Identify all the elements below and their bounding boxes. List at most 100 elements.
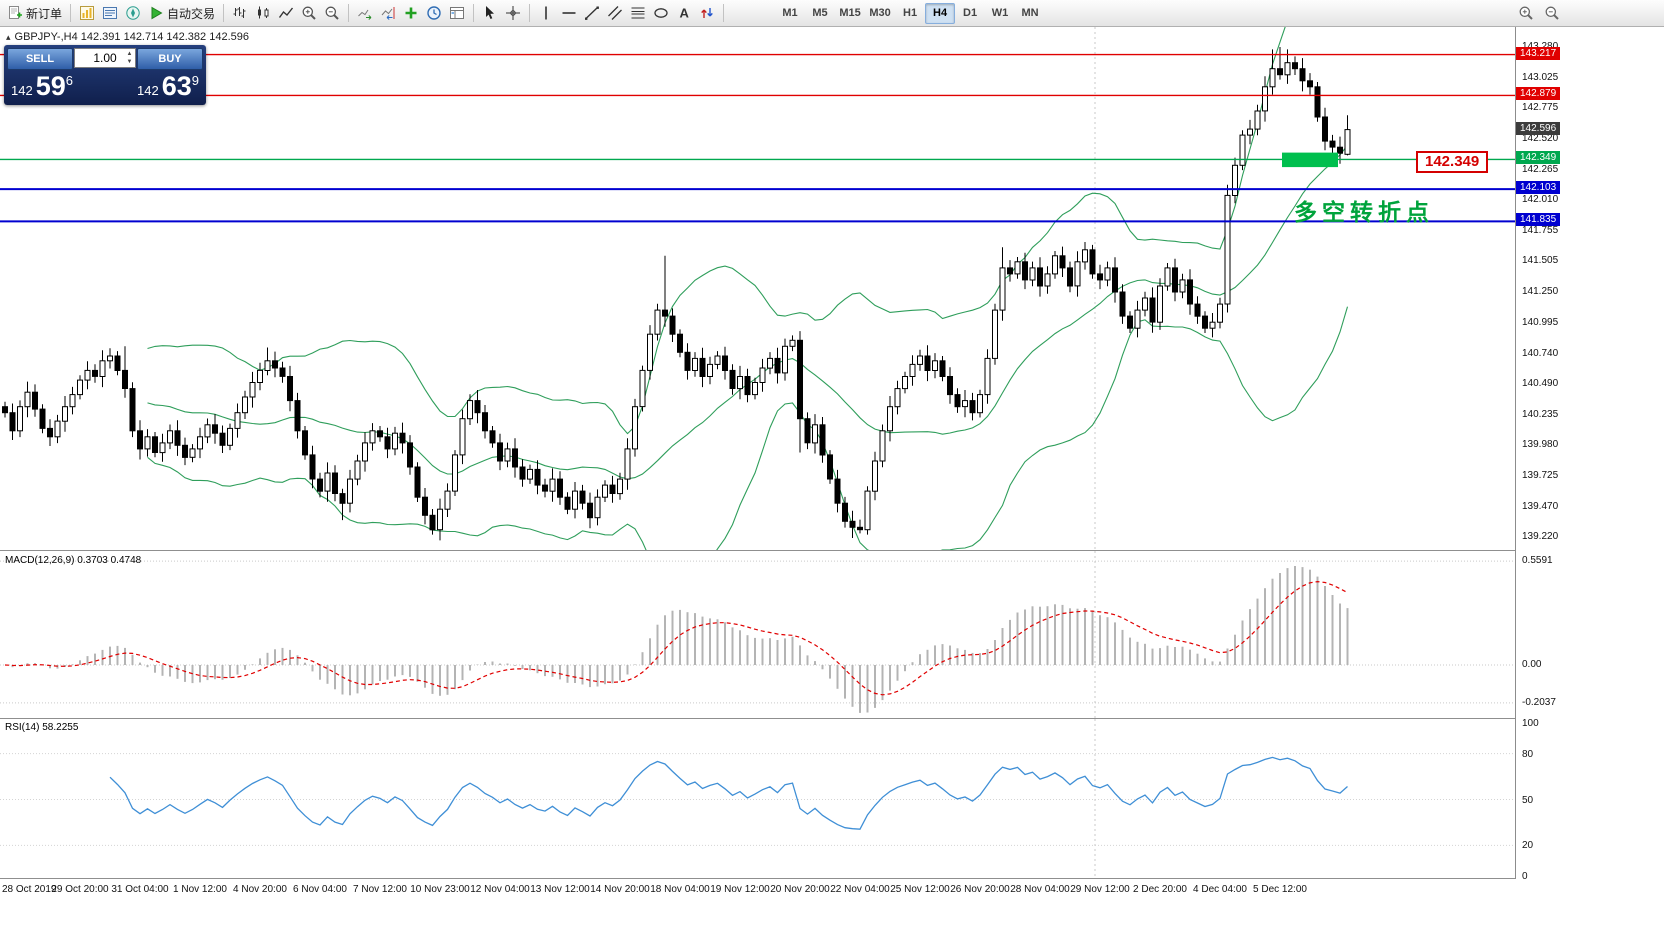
buy-price[interactable]: 142 63 9 <box>137 70 199 102</box>
sell-button[interactable]: SELL <box>7 48 73 70</box>
rsi-panel[interactable] <box>0 719 1515 878</box>
data-window-icon[interactable] <box>99 3 121 23</box>
horizontal-line-tool-icon[interactable] <box>558 3 580 23</box>
new-order-button[interactable]: 新订单 <box>4 3 65 24</box>
price-tag-label[interactable]: 142.349 <box>1416 151 1489 173</box>
price-tick-label: 140.740 <box>1522 348 1559 359</box>
price-level-badge: 141.835 <box>1516 213 1561 226</box>
toolbar-separator <box>529 4 531 22</box>
price-tick-label: 139.470 <box>1522 501 1559 512</box>
vertical-line-tool-icon[interactable] <box>535 3 557 23</box>
buy-button[interactable]: BUY <box>137 48 203 70</box>
macd-scale-label: 0.5591 <box>1522 555 1553 566</box>
time-tick-label: 31 Oct 04:00 <box>111 884 169 895</box>
periods-clock-icon[interactable] <box>423 3 445 23</box>
tf-button-h1[interactable]: H1 <box>903 6 918 19</box>
spinner-up-icon[interactable]: ▲ <box>126 51 133 57</box>
zoom-in-icon[interactable] <box>298 3 320 23</box>
chart-shift-icon[interactable] <box>377 3 399 23</box>
time-tick-label: 10 Nov 23:00 <box>410 884 470 895</box>
current-price-badge: 142.596 <box>1516 122 1561 135</box>
tf-button-m15[interactable]: M15 <box>839 6 861 19</box>
crosshair-icon[interactable] <box>502 3 524 23</box>
panel-separator[interactable] <box>0 718 1664 719</box>
candlestick-chart-icon[interactable] <box>252 3 274 23</box>
add-indicator-icon[interactable] <box>400 3 422 23</box>
time-tick-label: 26 Nov 20:00 <box>950 884 1010 895</box>
price-tick-label: 142.520 <box>1522 133 1559 144</box>
time-tick-label: 4 Nov 20:00 <box>233 884 287 895</box>
rsi-label: RSI(14) 58.2255 <box>5 722 79 733</box>
auto-scroll-icon[interactable] <box>354 3 376 23</box>
time-tick-label: 2 Dec 20:00 <box>1133 884 1187 895</box>
tf-button-mn[interactable]: MN <box>1021 6 1039 19</box>
volume-input[interactable]: 1.00 ▲ ▼ <box>74 48 136 68</box>
time-tick-label: 14 Nov 20:00 <box>590 884 650 895</box>
price-axis[interactable]: 143.280 143.025 142.775 142.520 142.265 142.0… <box>1515 27 1664 882</box>
price-tick-label: 142.775 <box>1522 102 1559 113</box>
svg-text:A: A <box>680 6 690 21</box>
channel-tool-icon[interactable] <box>604 3 626 23</box>
time-tick-label: 28 Oct 2019 <box>2 884 57 895</box>
macd-panel[interactable] <box>0 551 1515 718</box>
text-tool-icon[interactable]: A <box>673 3 695 23</box>
zoom-out-icon[interactable] <box>321 3 343 23</box>
price-tick-label: 140.995 <box>1522 317 1559 328</box>
volume-value: 1.00 <box>93 51 117 65</box>
price-tick-label: 143.280 <box>1522 41 1558 52</box>
time-tick-label: 28 Nov 04:00 <box>1010 884 1070 895</box>
main-chart-area[interactable] <box>0 27 1515 550</box>
price-tick-label: 141.755 <box>1522 225 1559 236</box>
candlestick-series <box>2 47 1351 541</box>
tf-button-h4[interactable]: H4 <box>925 2 956 24</box>
market-watch-icon[interactable] <box>76 3 98 23</box>
time-tick-label: 6 Nov 04:00 <box>293 884 347 895</box>
templates-icon[interactable] <box>446 3 468 23</box>
tf-button-w1[interactable]: W1 <box>991 6 1009 19</box>
volume-spinner[interactable]: ▲ ▼ <box>125 49 134 67</box>
price-tick-label: 139.220 <box>1522 531 1559 542</box>
arrows-tool-icon[interactable] <box>696 3 718 23</box>
auto-trading-button[interactable]: 自动交易 <box>145 3 218 24</box>
rsi-line <box>109 756 1348 830</box>
toolbar-separator <box>723 4 725 22</box>
tf-button-m30[interactable]: M30 <box>869 6 891 19</box>
sell-price-main: 142 <box>11 83 33 98</box>
macd-histogram <box>11 566 1349 713</box>
chart-annotation-text[interactable]: 多空转折点 <box>1294 199 1434 225</box>
macd-signal-line <box>4 580 1348 696</box>
rsi-scale-label: 0 <box>1522 871 1528 882</box>
one-click-trading-panel: SELL 1.00 ▲ ▼ BUY 142 59 6 142 63 9 <box>4 45 206 105</box>
time-tick-label: 29 Oct 20:00 <box>51 884 109 895</box>
panel-separator[interactable] <box>0 878 1664 879</box>
tf-button-m5[interactable]: M5 <box>812 6 828 19</box>
spinner-down-icon[interactable]: ▼ <box>126 59 133 65</box>
toolbar-separator <box>70 4 72 22</box>
tf-button-m1[interactable]: M1 <box>782 6 798 19</box>
magnifier-plus-icon[interactable] <box>1518 5 1534 21</box>
time-tick-label: 13 Nov 12:00 <box>530 884 590 895</box>
bar-chart-icon[interactable] <box>229 3 251 23</box>
highlight-box[interactable] <box>1282 152 1338 168</box>
timeframe-group: M1 M5 M15 M30 H1 H4 D1 W1 MN <box>775 2 1045 24</box>
macd-scale-label: -0.2037 <box>1522 697 1556 708</box>
trendline-tool-icon[interactable] <box>581 3 603 23</box>
time-tick-label: 7 Nov 12:00 <box>353 884 407 895</box>
panel-separator[interactable] <box>0 550 1664 551</box>
time-axis[interactable]: 28 Oct 2019 29 Oct 20:00 31 Oct 04:00 1 Nov… <box>0 879 1664 900</box>
buy-price-big: 63 <box>161 71 192 101</box>
symbol-ohlc-text: GBPJPY-,H4 142.391 142.714 142.382 142.5… <box>14 31 249 43</box>
navigator-icon[interactable] <box>122 3 144 23</box>
sell-price[interactable]: 142 59 6 <box>11 70 73 102</box>
cursor-icon[interactable] <box>479 3 501 23</box>
shapes-tool-icon[interactable] <box>650 3 672 23</box>
price-tick-label: 139.980 <box>1522 439 1559 450</box>
magnifier-minus-icon[interactable] <box>1544 5 1560 21</box>
price-tick-label: 140.235 <box>1522 409 1559 420</box>
bollinger-middle-band <box>147 145 1348 480</box>
tf-button-d1[interactable]: D1 <box>963 6 978 19</box>
bollinger-upper-band <box>147 27 1286 435</box>
line-chart-icon[interactable] <box>275 3 297 23</box>
symbol-header: ▴ GBPJPY-,H4 142.391 142.714 142.382 142… <box>6 31 249 43</box>
fibonacci-tool-icon[interactable] <box>627 3 649 23</box>
